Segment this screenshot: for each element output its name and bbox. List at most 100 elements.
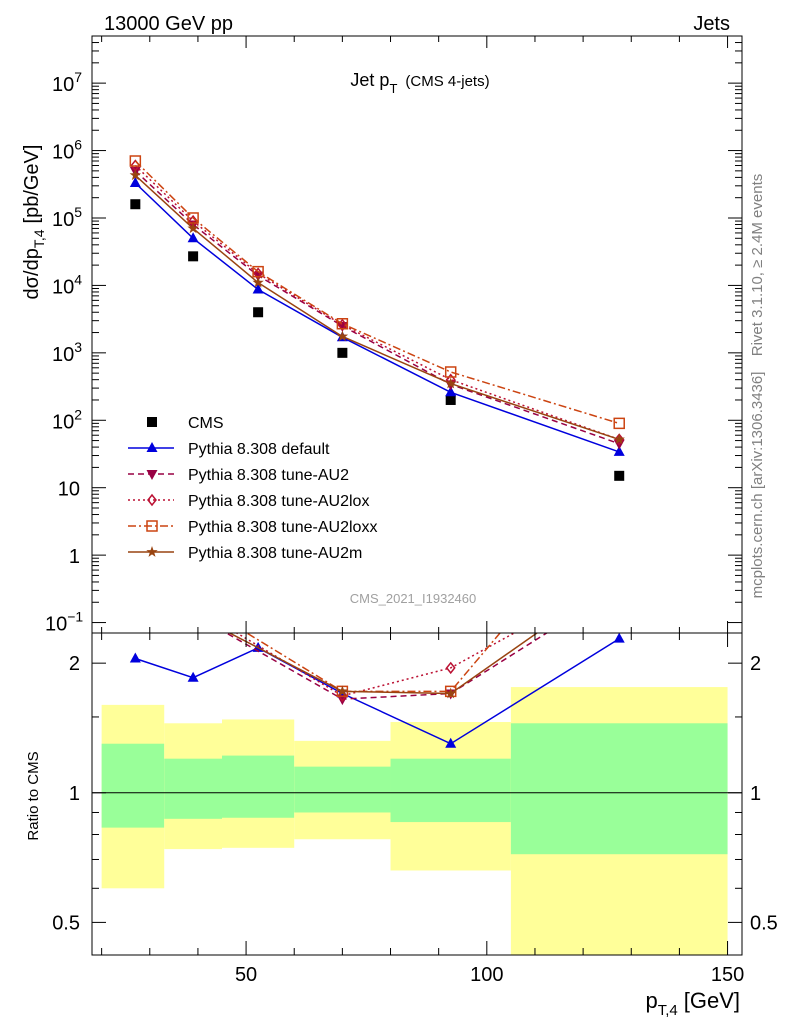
x-axis-label: pT,4 [GeV]: [645, 988, 740, 1019]
legend-marker-au2lox: [147, 493, 157, 507]
series-line-au2m: [134, 174, 620, 441]
main-y-tick-label: 104: [52, 271, 82, 298]
ratio-point-au2m: [614, 569, 625, 580]
legend-label-au2loxx: Pythia 8.308 tune-AU2loxx: [188, 519, 377, 536]
x-tick-label: 100: [470, 964, 503, 986]
data-point-au2loxx: [444, 366, 457, 378]
data-point-default: [129, 177, 141, 188]
ratio-point-au2lox: [445, 661, 456, 675]
ratio-line-au2: [224, 633, 549, 700]
data-point-cms: [445, 394, 456, 405]
data-point-au2m: [187, 222, 199, 234]
data-point-cms: [130, 199, 141, 210]
ratio-point-default: [187, 671, 199, 682]
ratio-point-default: [445, 737, 457, 748]
main-y-tick-label: 102: [52, 406, 82, 433]
legend-marker-au2m: [146, 546, 158, 557]
legend-label-au2m: Pythia 8.308 tune-AU2m: [188, 545, 362, 562]
series-line-au2lox: [134, 164, 620, 441]
ratio-y-tick-label-right: 1: [750, 783, 761, 805]
header-right: Jets: [693, 13, 730, 35]
legend-label-cms: CMS: [188, 415, 224, 432]
uncertainty-bands: [101, 687, 728, 955]
x-tick-label: 50: [235, 964, 257, 986]
band-inner: [222, 755, 295, 818]
band-inner: [101, 743, 165, 828]
band-inner: [390, 758, 511, 823]
main-frame: [91, 35, 743, 634]
data-point-au2m: [613, 433, 625, 445]
main-panel: 10−1 1 10 102 103 104 105 106 107: [45, 35, 743, 636]
ratio-point-au2m: [445, 687, 457, 699]
ratio-series: [129, 487, 625, 748]
legend-label-default: Pythia 8.308 default: [188, 441, 330, 458]
ratio-point-au2loxx: [444, 685, 457, 698]
ratio-point-au2: [614, 583, 625, 593]
main-y-tick-label: 10: [58, 479, 80, 501]
data-point-default: [613, 445, 625, 456]
ratio-line-au2loxx: [245, 633, 501, 693]
mcplots-source-text: mcplots.cern.ch [arXiv:1306.3436]: [749, 372, 766, 599]
legend-marker-au2loxx: [146, 520, 158, 532]
series-line-default: [134, 182, 620, 453]
ratio-point-au2lox: [615, 570, 623, 580]
main-series: [129, 155, 625, 481]
ratio-y-tick-label-left: 2: [69, 653, 80, 675]
ratio-y-tick-label-right: 2: [750, 653, 761, 675]
legend-marker-default: [146, 442, 158, 452]
ratio-point-au2: [188, 610, 199, 620]
main-y-tick-label: 10−1: [45, 609, 83, 636]
header-left: 13000 GeV pp: [104, 13, 233, 35]
data-point-au2loxx: [129, 155, 142, 167]
main-y-tick-label: 105: [52, 204, 82, 231]
legend: CMS Pythia 8.308 default Pythia 8.308 tune…: [128, 415, 377, 562]
ratio-point-au2m: [187, 608, 198, 619]
data-point-au2m: [445, 377, 457, 389]
ratio-line-au2lox: [235, 633, 516, 697]
legend-label-au2lox: Pythia 8.308 tune-AU2lox: [188, 493, 369, 510]
main-y-tick-label: 107: [52, 69, 82, 96]
data-point-au2m: [129, 169, 141, 181]
series-line-au2: [134, 170, 620, 445]
band-inner: [510, 723, 728, 855]
data-point-au2m: [336, 330, 349, 342]
data-point-cms: [614, 470, 625, 481]
data-point-au2loxx: [613, 417, 625, 430]
main-y-tick-label: 106: [52, 137, 82, 164]
ratio-point-default: [129, 652, 141, 663]
data-point-default: [445, 386, 457, 397]
ratio-point-au2lox: [189, 602, 197, 612]
data-point-default: [252, 283, 264, 294]
band-inner: [294, 766, 391, 813]
ratio-y-label: Ratio to CMS: [25, 751, 42, 840]
ratio-line-default: [135, 638, 620, 745]
ratio-point-au2m: [336, 685, 349, 697]
main-y-tick-label: 103: [52, 339, 82, 366]
watermark: CMS_2021_I1932460: [350, 591, 477, 606]
data-point-default: [187, 232, 199, 243]
ratio-panel: 50 100 150 0.5 0.5 1 1 2 2: [52, 487, 778, 986]
legend-marker-au2: [146, 470, 158, 480]
main-title: Jet pT (CMS 4-jets): [350, 70, 489, 96]
legend-label-au2: Pythia 8.308 tune-AU2: [188, 467, 349, 484]
data-point-au2loxx: [336, 318, 349, 330]
ratio-y-tick-label-left: 0.5: [52, 912, 80, 934]
data-point-cms: [337, 347, 348, 358]
rivet-version-text: Rivet 3.1.10, ≥ 2.4M events: [749, 174, 766, 357]
data-point-au2lox: [337, 318, 348, 332]
x-tick-label: 150: [711, 964, 744, 986]
band-inner: [164, 758, 222, 819]
data-point-cms: [188, 251, 199, 262]
series-line-au2loxx: [134, 160, 620, 425]
ratio-y-tick-label-left: 1: [69, 783, 80, 805]
legend-marker-cms: [147, 417, 157, 427]
ratio-point-au2loxx: [188, 595, 198, 605]
data-point-cms: [253, 307, 264, 318]
ratio-frame: [91, 632, 743, 956]
ratio-y-tick-label-right: 0.5: [750, 912, 778, 934]
ratio-point-default: [613, 633, 625, 643]
data-point-au2m: [252, 276, 264, 288]
main-y-label: dσ/dpT,4[pb/GeV]: [21, 145, 47, 300]
ratio-point-au2loxx: [614, 487, 624, 497]
